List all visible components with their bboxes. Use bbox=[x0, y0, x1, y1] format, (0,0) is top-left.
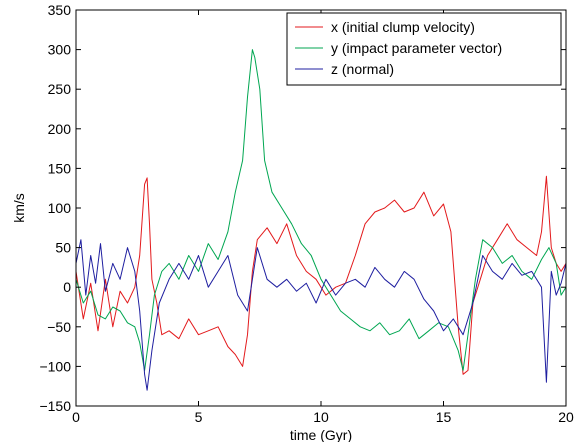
y-axis-label: km/s bbox=[11, 193, 27, 223]
legend: x (initial clump velocity) y (impact para… bbox=[286, 12, 562, 86]
y-tick-label: 350 bbox=[48, 2, 72, 18]
series-line-z bbox=[76, 239, 566, 391]
y-tick-label: 200 bbox=[48, 121, 72, 137]
legend-box bbox=[286, 12, 562, 86]
x-tick-label: 20 bbox=[558, 409, 574, 425]
y-tick-label: 50 bbox=[55, 240, 71, 256]
plot-lines bbox=[76, 49, 566, 391]
y-tick-label: 150 bbox=[48, 160, 72, 176]
x-tick-label: 0 bbox=[72, 409, 80, 425]
y-tick-label: −150 bbox=[39, 398, 71, 414]
y-tick-label: 0 bbox=[63, 279, 71, 295]
y-tick-label: −100 bbox=[39, 358, 71, 374]
x-axis-label: time (Gyr) bbox=[290, 427, 352, 442]
legend-label-x: x (initial clump velocity) bbox=[331, 19, 475, 35]
y-tick-label: −50 bbox=[47, 319, 71, 335]
legend-label-z: z (normal) bbox=[331, 61, 394, 77]
y-tick-label: 300 bbox=[48, 42, 72, 58]
x-tick-label: 5 bbox=[195, 409, 203, 425]
legend-label-y: y (impact parameter vector) bbox=[331, 40, 502, 56]
legend-entries: x (initial clump velocity) y (impact para… bbox=[295, 19, 502, 77]
y-tick-label: 250 bbox=[48, 81, 72, 97]
x-tick-label: 10 bbox=[313, 409, 329, 425]
x-tick-label: 15 bbox=[436, 409, 452, 425]
ticks: 0 5 10 15 20 −150 −100 −50 0 50 100 150 200 250 300 350 bbox=[39, 2, 574, 425]
series-line-x bbox=[76, 175, 566, 375]
y-tick-label: 100 bbox=[48, 200, 72, 216]
series-line-y bbox=[76, 49, 566, 371]
